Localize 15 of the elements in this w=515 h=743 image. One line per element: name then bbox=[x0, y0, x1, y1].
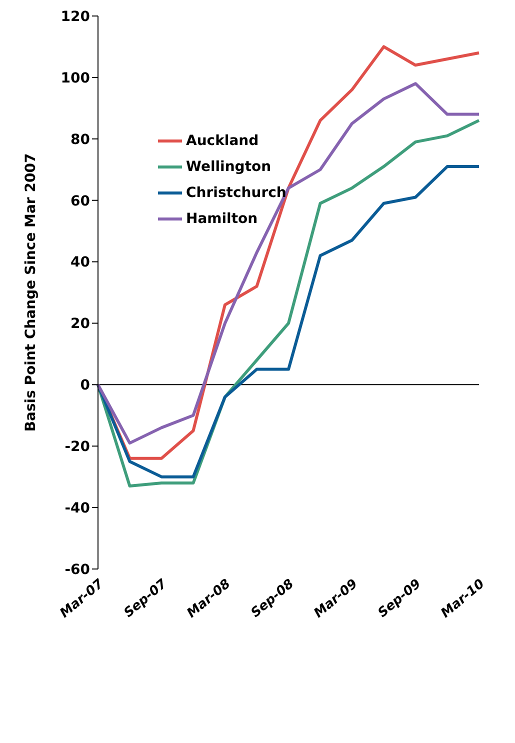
y-tick-label: 0 bbox=[80, 378, 90, 394]
y-tick-label: -60 bbox=[64, 562, 90, 578]
y-tick-label: 120 bbox=[60, 8, 90, 25]
y-axis-title: Basis Point Change Since Mar 2007 bbox=[22, 153, 39, 432]
legend-label: Christchurch bbox=[186, 185, 286, 201]
y-tick-label: 20 bbox=[70, 316, 90, 332]
y-tick-label: 60 bbox=[70, 193, 90, 210]
y-tick-label: -20 bbox=[64, 439, 90, 456]
legend-label: Hamilton bbox=[186, 211, 258, 227]
y-tick-label: 100 bbox=[60, 70, 90, 86]
y-tick-label: -40 bbox=[64, 500, 90, 517]
legend-label: Wellington bbox=[186, 159, 272, 175]
legend-label: Auckland bbox=[186, 133, 259, 149]
y-tick-label: 80 bbox=[70, 132, 90, 148]
y-tick-label: 40 bbox=[70, 254, 90, 271]
